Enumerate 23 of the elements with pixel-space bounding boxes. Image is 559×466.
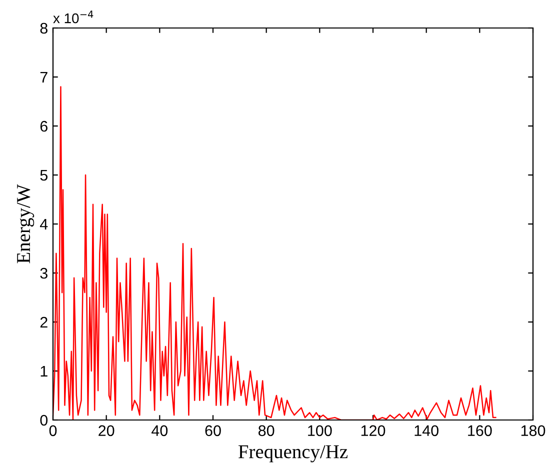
- y-tick-label: 6: [40, 120, 48, 132]
- y-axis-title: Energy/W: [17, 184, 34, 264]
- x-tick-label: 180: [521, 425, 546, 436]
- y-tick-label: 4: [40, 219, 48, 230]
- x-tick-label: 140: [414, 425, 438, 436]
- x-tick-label: 100: [308, 425, 332, 436]
- x-tick-label: 60: [205, 425, 221, 436]
- line-series: [53, 86, 496, 420]
- x-tick-label: 0: [49, 425, 57, 436]
- y-tick-label: 1: [40, 366, 48, 377]
- x-tick-label: 160: [468, 425, 492, 436]
- text: x 10$^{−4}$: [53, 10, 94, 24]
- x-tick-label: 80: [258, 425, 274, 436]
- y-tick-label: 7: [40, 72, 48, 83]
- x-tick-label: 20: [98, 425, 114, 436]
- x-axis-title: Frequency/Hz: [238, 445, 348, 462]
- y-tick-label: 2: [40, 316, 48, 328]
- y-tick-label: 8: [40, 22, 48, 34]
- y-tick-label: 5: [40, 170, 48, 181]
- y-tick-label: 0: [40, 414, 48, 426]
- x-tick-label: 120: [361, 425, 386, 436]
- y-tick-label: 3: [40, 268, 48, 279]
- x-tick-label: 40: [152, 425, 168, 436]
